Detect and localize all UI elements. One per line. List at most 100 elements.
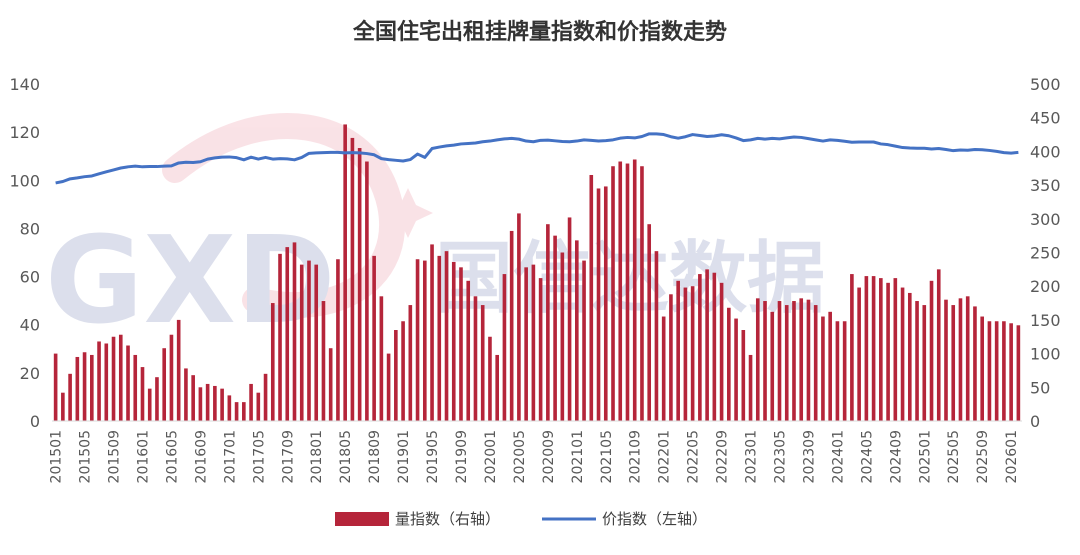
bar-volume-index bbox=[661, 316, 666, 421]
bar-volume-index bbox=[770, 311, 775, 421]
right-axis: 0 50 100 150 200 250 300 350 400 450 500 bbox=[1030, 75, 1061, 431]
bar-volume-index bbox=[234, 402, 239, 421]
bar-volume-index bbox=[299, 264, 304, 421]
left-axis-tick-label: 40 bbox=[20, 316, 40, 335]
bar-volume-index bbox=[929, 280, 934, 421]
legend: 量指数（右轴） 价指数（左轴） bbox=[335, 510, 707, 528]
bar-volume-index bbox=[415, 259, 420, 421]
bar-volume-index bbox=[379, 296, 384, 421]
x-axis-tick-label: 201809 bbox=[367, 430, 383, 483]
bar-volume-index bbox=[220, 388, 224, 421]
bar-volume-index bbox=[444, 251, 449, 421]
right-axis-tick-label: 350 bbox=[1030, 176, 1061, 195]
bar-volume-index bbox=[589, 174, 594, 421]
bar-volume-index bbox=[842, 321, 847, 421]
x-axis-tick-label: 201801 bbox=[309, 430, 325, 483]
bar-volume-index bbox=[328, 348, 333, 421]
x-axis-tick-label: 202401 bbox=[830, 430, 846, 483]
bar-volume-index bbox=[314, 264, 319, 421]
x-axis-tick-label: 201901 bbox=[396, 430, 412, 483]
watermark-swoosh bbox=[162, 113, 405, 319]
right-axis-tick-label: 250 bbox=[1030, 244, 1061, 263]
bar-volume-index bbox=[350, 137, 355, 422]
x-axis-tick-label: 202405 bbox=[859, 430, 875, 483]
bar-volume-index bbox=[727, 307, 731, 421]
bar-volume-index bbox=[111, 336, 116, 421]
bar-volume-index bbox=[994, 321, 999, 421]
bar-volume-index bbox=[372, 255, 376, 421]
bar-volume-index bbox=[907, 292, 912, 421]
bar-volume-index bbox=[958, 298, 963, 421]
x-axis-tick-label: 202505 bbox=[946, 430, 962, 483]
bar-volume-index bbox=[147, 388, 152, 421]
bar-volume-index bbox=[394, 330, 398, 421]
bar-volume-index bbox=[126, 345, 130, 421]
bar-volume-index bbox=[422, 260, 427, 421]
bar-volume-index bbox=[531, 264, 536, 421]
bar-volume-index bbox=[625, 163, 630, 421]
bar-volume-index bbox=[459, 267, 463, 421]
watermark: GXD 国信达数据 bbox=[45, 113, 825, 351]
x-axis-tick-label: 202105 bbox=[599, 430, 615, 483]
x-axis-tick-label: 202301 bbox=[744, 430, 760, 483]
bar-volume-index bbox=[857, 287, 861, 421]
bar-volume-index bbox=[437, 255, 442, 421]
bar-volume-index bbox=[806, 299, 811, 421]
bar-volume-index bbox=[307, 260, 311, 421]
right-axis-tick-label: 50 bbox=[1030, 378, 1050, 397]
bar-volume-index bbox=[82, 352, 87, 421]
left-axis-tick-label: 60 bbox=[20, 268, 40, 287]
bar-volume-index bbox=[647, 224, 652, 421]
bar-volume-index bbox=[256, 392, 261, 421]
bar-volume-index bbox=[567, 217, 572, 421]
bar-volume-index bbox=[408, 305, 413, 421]
bar-volume-index bbox=[176, 319, 181, 421]
left-axis-tick-label: 20 bbox=[20, 364, 40, 383]
bar-volume-index bbox=[263, 373, 268, 421]
watermark-latin-text: GXD bbox=[45, 212, 336, 351]
x-axis-tick-label: 201501 bbox=[49, 430, 65, 483]
bar-volume-index bbox=[951, 305, 956, 421]
line-price-index bbox=[55, 132, 1019, 185]
bar-volume-index bbox=[705, 269, 709, 421]
bar-volume-index bbox=[980, 316, 984, 421]
right-axis-tick-label: 500 bbox=[1030, 75, 1061, 94]
bar-volume-index bbox=[922, 305, 927, 421]
right-axis-tick-label: 100 bbox=[1030, 345, 1061, 364]
bar-volume-index bbox=[118, 334, 123, 421]
bar-volume-index bbox=[879, 278, 883, 421]
bar-volume-index bbox=[813, 305, 818, 421]
bar-volume-index bbox=[784, 305, 789, 421]
bar-volume-index bbox=[292, 242, 297, 421]
bar-volume-index bbox=[669, 294, 673, 421]
bar-volume-index bbox=[61, 392, 65, 421]
bar-volume-index bbox=[886, 282, 890, 421]
x-axis-tick-label: 201701 bbox=[222, 430, 238, 483]
bar-volume-index bbox=[777, 301, 782, 421]
bar-volume-index bbox=[191, 375, 195, 421]
bar-volume-index bbox=[741, 330, 746, 421]
bar-volume-index bbox=[524, 267, 528, 421]
bar-volume-index bbox=[343, 124, 347, 421]
bar-volume-index bbox=[690, 286, 695, 421]
bar-volume-index bbox=[430, 244, 434, 421]
bar-volume-index bbox=[205, 383, 210, 421]
bar-volume-index bbox=[821, 316, 825, 421]
x-axis-tick-label: 202209 bbox=[715, 430, 731, 483]
bar-volume-index bbox=[560, 252, 565, 421]
bar-volume-index bbox=[632, 159, 637, 422]
x-axis-tick-label: 202501 bbox=[917, 430, 933, 483]
x-axis-tick-label: 202509 bbox=[975, 430, 991, 483]
bar-volume-index bbox=[755, 298, 760, 421]
plot-area bbox=[53, 124, 1021, 422]
bar-volume-index bbox=[719, 282, 724, 421]
bar-volume-index bbox=[676, 280, 680, 421]
bar-volume-index bbox=[944, 299, 948, 421]
bar-volume-index bbox=[386, 353, 391, 421]
bar-volume-index bbox=[1009, 323, 1013, 421]
x-axis-tick-label: 201509 bbox=[107, 430, 123, 483]
bar-volume-index bbox=[596, 188, 601, 421]
x-axis-tick-label: 202009 bbox=[541, 430, 557, 483]
x-axis-tick-label: 201705 bbox=[251, 430, 267, 483]
